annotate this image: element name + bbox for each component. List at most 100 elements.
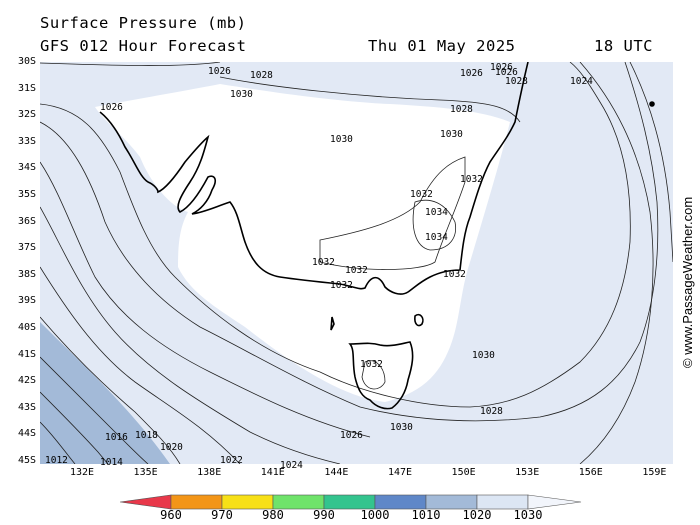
longitude-label: 147E: [387, 467, 413, 478]
latitude-label: 35S: [17, 189, 36, 200]
latitude-label: 41S: [17, 348, 36, 360]
isobar-1018: [40, 316, 181, 464]
latitude-label: 31S: [17, 82, 36, 94]
isobar-label: 1030: [230, 89, 253, 100]
pressure-colorbar: [119, 494, 582, 510]
isobar-label: 1026: [495, 67, 518, 78]
latitude-label: 39S: [17, 295, 36, 307]
isobar-1034: [412, 199, 457, 251]
isobar-label: 1030: [472, 350, 495, 361]
isobar-label: 1024: [280, 460, 303, 471]
longitude-label: 132E: [69, 467, 95, 478]
watermark: © www.PassageWeather.com: [680, 150, 696, 370]
isobar-label: 1034: [425, 232, 448, 243]
isobar-1022: [40, 206, 341, 464]
latitude-label: 36S: [17, 215, 36, 227]
forecast-date: Thu 01 May 2025: [368, 37, 516, 55]
colorbar-label: 1000: [360, 508, 390, 522]
isobar-label: 1032: [460, 174, 483, 185]
isobar-label: 1028: [250, 70, 273, 81]
king-island: [330, 316, 335, 331]
isobar-label: 1032: [330, 280, 353, 291]
isobar-1026-north: [40, 62, 221, 66]
isobar-1012: [40, 421, 76, 464]
watermark-text: © www.PassageWeather.com: [680, 197, 695, 368]
colorbar-segment: [221, 494, 274, 510]
isobar-fill-1010-1020: [40, 322, 170, 464]
lord-howe-island: [649, 101, 655, 107]
isobar-1028: [40, 62, 631, 408]
longitude-label: 135E: [133, 467, 158, 478]
colorbar-label: 990: [313, 508, 335, 522]
isobar-1032-tasmania: [361, 360, 386, 390]
isobar-label: 1032: [360, 359, 383, 370]
latitude-label: 32S: [17, 109, 36, 121]
isobar-lines: [40, 62, 673, 464]
isobar-label: 1024: [570, 76, 593, 87]
isobar-label: 1032: [443, 269, 466, 280]
isobar-label: 1030: [390, 422, 413, 433]
isobar-1024: [40, 161, 371, 438]
colorbar-label: 960: [160, 508, 182, 522]
longitude-label: 156E: [578, 467, 603, 478]
pressure-map-svg: [40, 62, 673, 464]
isobar-1026: [40, 62, 659, 422]
flinders-island: [414, 313, 424, 327]
isobar-label: 1030: [330, 134, 353, 145]
isobar-label: 1012: [45, 455, 68, 466]
colorbar-segment: [425, 494, 478, 510]
isobar-label: 1026: [490, 62, 513, 73]
isobar-label: 1030: [440, 129, 463, 140]
map-title: Surface Pressure (mb): [40, 14, 247, 32]
latitude-label: 37S: [17, 242, 36, 254]
colorbar-segment: [170, 494, 223, 510]
isobar-label: 1022: [220, 455, 243, 466]
isobar-1030-north: [219, 76, 521, 123]
watermark-svg: © www.PassageWeather.com: [680, 197, 695, 368]
isobar-label: 1014: [100, 457, 123, 468]
longitude-label: 150E: [451, 467, 476, 478]
colorbar-label: 980: [262, 508, 284, 522]
coastline: [99, 62, 655, 410]
isobar-label: 1026: [100, 102, 123, 113]
isobar-label: 1032: [410, 189, 433, 200]
latitude-label: 33S: [17, 135, 36, 147]
colorbar-label: 970: [211, 508, 233, 522]
latitude-label: 43S: [17, 401, 36, 413]
isobar-label: 1026: [208, 66, 231, 77]
isobar-label: 1028: [505, 76, 528, 87]
longitude-label: 144E: [324, 467, 349, 478]
isobar-1032: [319, 156, 466, 270]
isobar-1014: [40, 391, 109, 464]
isobar-label: 1026: [340, 430, 363, 441]
isobar-label: 1028: [450, 104, 473, 115]
longitude-label: 153E: [515, 467, 540, 478]
isobar-label: 1028: [480, 406, 503, 417]
forecast-model-label: GFS 012 Hour Forecast: [40, 37, 247, 55]
colorbar-label: 1030: [513, 508, 543, 522]
latitude-label: 44S: [17, 428, 36, 440]
latitude-label: 34S: [17, 162, 36, 174]
colorbar-label: 1010: [411, 508, 441, 522]
latitude-label: 38S: [17, 268, 36, 280]
isobar-1016: [40, 356, 149, 464]
colorbar-segment: [272, 494, 325, 510]
isobar-label: 1020: [160, 442, 183, 453]
isobar-label: 1032: [345, 265, 368, 276]
isobar-label: 1016: [105, 432, 128, 443]
latitude-label: 40S: [17, 322, 36, 333]
colorbar-segment: [323, 494, 376, 510]
isobar-label: 1032: [312, 257, 335, 268]
colorbar-svg: [119, 494, 582, 510]
longitude-label: 141E: [260, 467, 285, 478]
colorbar-high-arrow: [527, 494, 582, 510]
latitude-label: 42S: [17, 375, 36, 387]
isobar-label: 1026: [460, 68, 483, 79]
longitude-label: 159E: [642, 467, 667, 478]
isobar-1022-east: [629, 62, 673, 263]
isobar-label: 1034: [425, 207, 448, 218]
latitude-label: 30S: [17, 56, 36, 67]
forecast-time: 18 UTC: [594, 37, 653, 55]
high-pressure-area: [95, 84, 510, 402]
pressure-map: 1026 1028 1030 1026 1028 1030 1030 1026 1026 1028…: [40, 62, 673, 471]
